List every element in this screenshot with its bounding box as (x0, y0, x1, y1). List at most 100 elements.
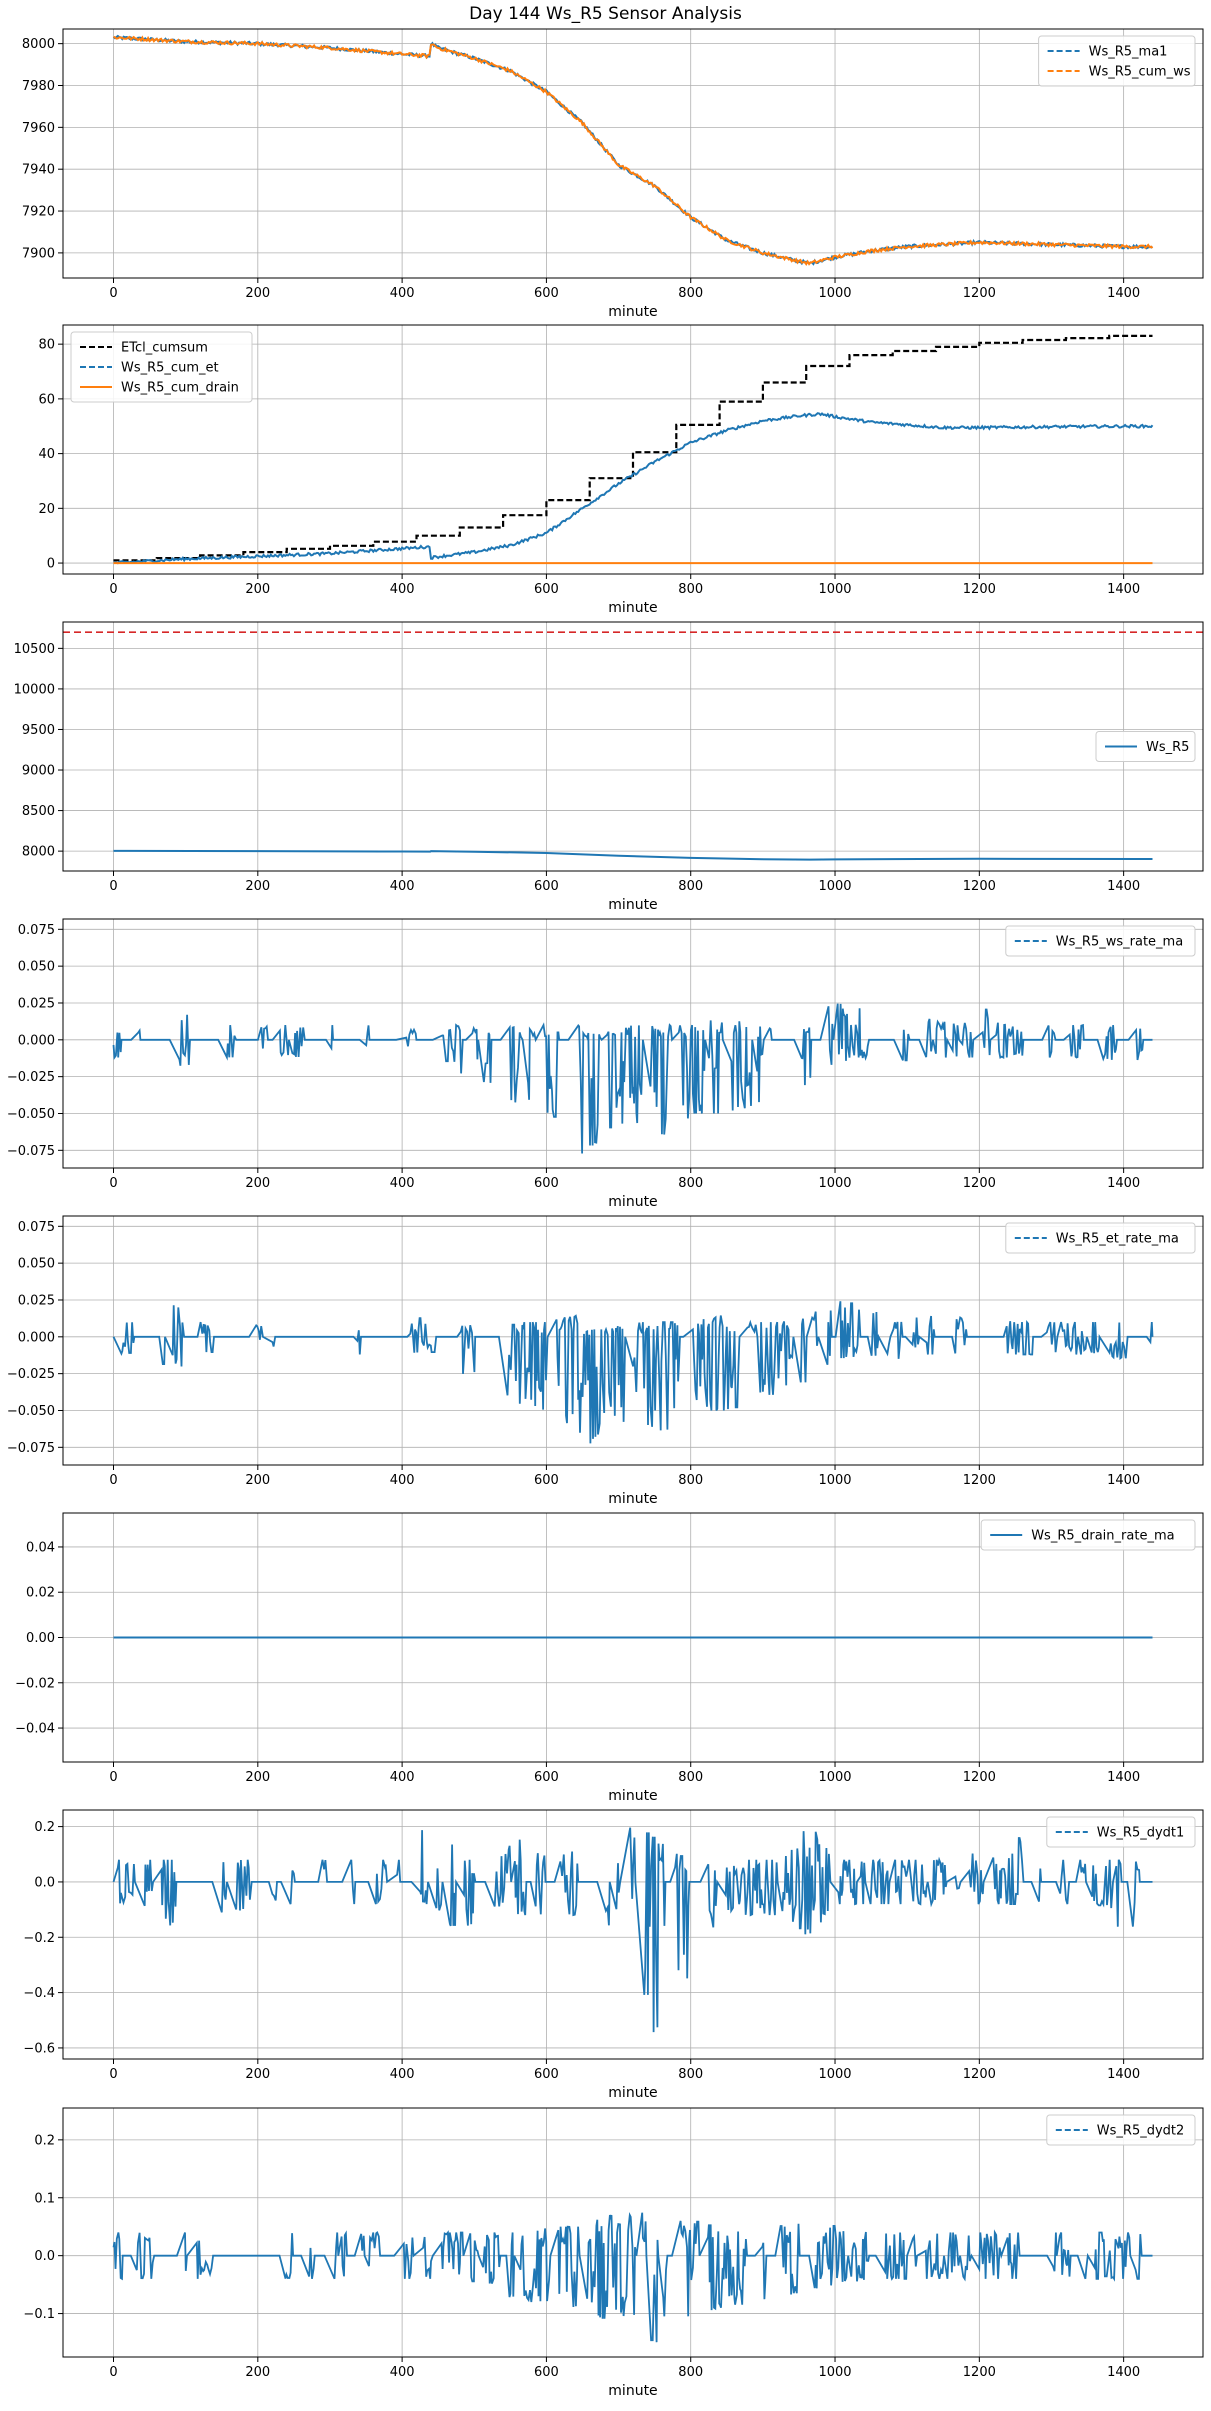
x-tick-label: 0 (109, 879, 117, 894)
y-tick-label: 80 (38, 338, 55, 353)
y-tick-label: 10000 (14, 682, 55, 697)
y-tick-label: 0.02 (26, 1586, 55, 1601)
y-tick-label: 0.075 (18, 923, 55, 938)
series-ws-r5 (113, 849, 1153, 861)
y-tick-label: 8000 (22, 845, 55, 860)
y-tick-label: 0.050 (18, 960, 55, 975)
x-tick-label: 800 (678, 1176, 703, 1191)
y-tick-label: 0.025 (18, 996, 55, 1011)
x-tick-label: 1200 (963, 1770, 996, 1785)
legend-box (1005, 925, 1196, 957)
chart-panel-7: 0 200 400 600 800 1000 1200 1400 −0.6 −0.4 −0.2 0.0… (23, 1809, 1204, 2101)
legend: Ws_R5_drain_rate_ma (980, 1519, 1196, 1551)
x-tick-label: 600 (534, 1176, 559, 1191)
legend-label: Ws_R5_cum_ws (1089, 65, 1191, 80)
x-tick-label: 1200 (963, 2365, 996, 2380)
y-tick-label: −0.6 (23, 2041, 55, 2056)
y-tick-label: 0.050 (18, 1257, 55, 1272)
legend-label: Ws_R5_cum_et (121, 361, 219, 376)
chart-panel-2: 0 200 400 600 800 1000 1200 1400 0 20 40 60 80 minute… (38, 324, 1204, 616)
y-tick-label: −0.050 (7, 1107, 55, 1122)
x-tick-label: 200 (245, 879, 270, 894)
x-tick-label: 800 (678, 1770, 703, 1785)
legend-label: Ws_R5 (1146, 740, 1189, 755)
x-axis-label: minute (608, 2383, 657, 2399)
legend-label: Ws_R5_cum_drain (121, 381, 239, 396)
legend: Ws_R5 (1095, 731, 1196, 762)
legend: Ws_R5_ws_rate_ma (1005, 925, 1196, 957)
x-axis-label: minute (608, 1491, 657, 1507)
x-tick-label: 400 (390, 1176, 415, 1191)
legend-label: Ws_R5_dydt2 (1097, 2124, 1185, 2139)
x-axis-label: minute (608, 600, 657, 616)
y-tick-label: 7920 (22, 205, 55, 220)
y-tick-label: −0.050 (7, 1404, 55, 1419)
axes-frame (62, 1809, 1204, 2060)
axes-frame (62, 1215, 1204, 1466)
y-tick-label: 0.2 (34, 2133, 55, 2148)
y-tick-label: 7900 (22, 246, 55, 261)
x-tick-label: 200 (245, 1770, 270, 1785)
plot-area (113, 334, 1154, 565)
legend: Ws_R5_dydt1 (1046, 1816, 1196, 1848)
x-tick-label: 1000 (818, 2067, 851, 2082)
y-tick-label: −0.2 (23, 1931, 55, 1946)
legend: Ws_R5_ma1 Ws_R5_cum_ws (1038, 35, 1196, 87)
series-ws-r5-cum-ws (113, 35, 1154, 266)
x-tick-label: 1000 (818, 286, 851, 301)
x-tick-label: 0 (109, 1770, 117, 1785)
x-tick-label: 0 (109, 582, 117, 597)
y-tick-label: −0.04 (15, 1722, 55, 1737)
series-ws-r5-ws-rate-ma (112, 1003, 1153, 1154)
axes-frame (62, 621, 1204, 872)
x-tick-label: 600 (534, 1473, 559, 1488)
axes-frame (62, 1512, 1204, 1763)
x-tick-label: 200 (245, 582, 270, 597)
x-tick-label: 400 (390, 1770, 415, 1785)
plot-area (112, 1827, 1153, 2033)
series-ws-r5-cum-et (113, 412, 1154, 565)
legend-box (70, 331, 253, 403)
x-tick-label: 1000 (818, 582, 851, 597)
x-tick-label: 1400 (1107, 879, 1140, 894)
y-tick-label: −0.4 (23, 1986, 55, 2001)
x-tick-label: 1400 (1107, 1176, 1140, 1191)
x-tick-label: 1000 (818, 1176, 851, 1191)
axes-frame (62, 2107, 1204, 2358)
x-tick-label: 600 (534, 2067, 559, 2082)
y-tick-label: 0.025 (18, 1293, 55, 1308)
x-tick-label: 1400 (1107, 286, 1140, 301)
x-tick-label: 1000 (818, 1473, 851, 1488)
x-tick-label: 800 (678, 286, 703, 301)
plot-area (112, 1003, 1153, 1154)
plot-area (112, 2211, 1153, 2343)
x-tick-label: 400 (390, 2365, 415, 2380)
legend-box (1038, 35, 1196, 87)
x-tick-label: 200 (245, 286, 270, 301)
x-tick-label: 1200 (963, 2067, 996, 2082)
x-tick-label: 600 (534, 286, 559, 301)
y-tick-label: 0.0 (34, 1875, 55, 1890)
x-tick-label: 600 (534, 582, 559, 597)
x-axis-label: minute (608, 304, 657, 320)
y-tick-label: −0.025 (7, 1367, 55, 1382)
axes-frame (62, 324, 1204, 575)
x-tick-label: 1200 (963, 1473, 996, 1488)
series-ws-r5-dydt2 (112, 2211, 1153, 2343)
x-tick-label: 1200 (963, 1176, 996, 1191)
x-tick-label: 1400 (1107, 1770, 1140, 1785)
y-tick-label: 7980 (22, 79, 55, 94)
x-tick-label: 400 (390, 1473, 415, 1488)
legend-label: Ws_R5_et_rate_ma (1056, 1232, 1179, 1247)
y-tick-label: 0.000 (18, 1033, 55, 1048)
chart-panel-3: 0 200 400 600 800 1000 1200 1400 8000 8500 9000 950… (14, 621, 1204, 913)
x-tick-label: 800 (678, 1473, 703, 1488)
x-axis-label: minute (608, 897, 657, 913)
y-tick-label: 9000 (22, 764, 55, 779)
series-ws-r5-ma1 (112, 34, 1153, 266)
x-tick-label: 1200 (963, 286, 996, 301)
legend-label: ETcl_cumsum (121, 341, 208, 356)
x-tick-label: 0 (109, 2067, 117, 2082)
y-tick-label: 7940 (22, 163, 55, 178)
